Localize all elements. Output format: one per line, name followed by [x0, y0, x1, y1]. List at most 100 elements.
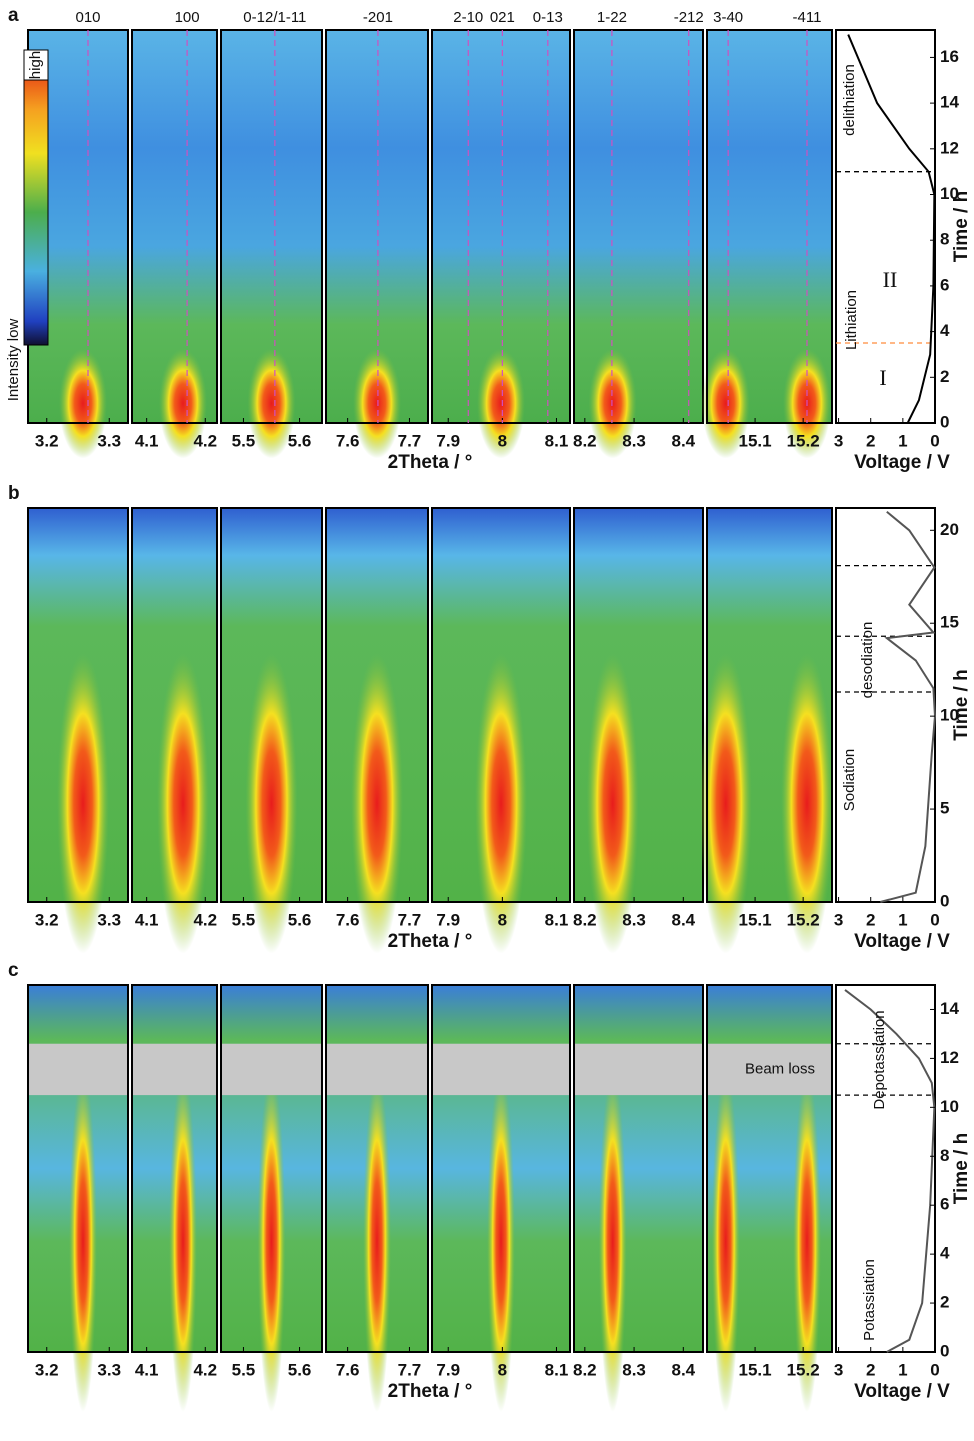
x-tick-label: 8.3	[622, 431, 646, 450]
x-tick-label: 7.6	[336, 1360, 360, 1379]
beam-loss-band	[132, 1043, 217, 1096]
beam-loss-band	[326, 1043, 428, 1096]
peak-label: 100	[175, 9, 200, 26]
panel-frame	[220, 29, 323, 424]
x-tick-label: 3.3	[97, 1360, 121, 1379]
panel-frame	[706, 984, 833, 1353]
intensity-spot	[351, 653, 403, 954]
x-tick-label: 1	[898, 431, 907, 450]
intensity-spot	[169, 1071, 197, 1412]
x-tick-label: 7.9	[436, 1360, 460, 1379]
x-tick-label: 7.6	[336, 431, 360, 450]
voltage-frame	[835, 984, 936, 1353]
panel-frame	[131, 29, 218, 424]
y-tick-label: 16	[940, 47, 959, 66]
peak-label: 0-12/1-11	[243, 9, 306, 26]
panel-frame	[573, 507, 704, 903]
panel-frame	[573, 29, 704, 424]
beam-loss-band	[432, 1043, 570, 1096]
x-tick-label: 7.7	[398, 1360, 422, 1379]
panel-frame	[131, 984, 218, 1353]
y-tick-label: 8	[940, 230, 949, 249]
x-tick-label: 15.1	[739, 1360, 772, 1379]
x-tick-label: 8.3	[622, 1360, 646, 1379]
intensity-spot	[598, 1071, 627, 1412]
x-tick-label: 5.5	[232, 431, 256, 450]
panel-letter: a	[8, 5, 19, 26]
annotation: Potassiation	[861, 1259, 878, 1341]
contour-panel	[701, 29, 833, 459]
panel-frame	[573, 984, 704, 1353]
peak-label: -212	[674, 9, 704, 26]
colorbar-cap	[23, 49, 49, 81]
y-axis-label: Time / h	[951, 191, 972, 262]
x-tick-label: 4.1	[135, 431, 159, 450]
peak-label: 0-13	[533, 9, 563, 26]
intensity-spot	[247, 348, 296, 459]
annotation: desodiation	[859, 622, 876, 699]
panel-frame	[27, 984, 129, 1353]
y-tick-label: 0	[940, 891, 949, 910]
intensity-spot	[57, 653, 109, 954]
x-tick-label: 4.2	[193, 1360, 217, 1379]
contour-panel	[706, 984, 833, 1412]
x-tick-label: 8	[498, 910, 507, 929]
x-axis-label: 2Theta / °	[388, 452, 473, 473]
x-tick-label: 7.7	[398, 431, 422, 450]
panel-frame	[131, 507, 218, 903]
x-tick-label: 3.3	[97, 431, 121, 450]
y-tick-label: 14	[940, 999, 959, 1018]
contour-panel	[131, 984, 218, 1412]
x-tick-label: 1	[898, 910, 907, 929]
intensity-spot	[353, 348, 401, 459]
x-tick-label: 5.6	[288, 910, 312, 929]
x-tick-label: 0	[930, 910, 939, 929]
x-tick-label: 4.1	[135, 1360, 159, 1379]
contour-panel	[27, 984, 129, 1412]
peak-label: -201	[363, 9, 393, 26]
contour-panel	[220, 29, 323, 459]
x-tick-label: 2	[866, 910, 875, 929]
x-tick-label: 8.2	[573, 910, 597, 929]
x-tick-label: 3	[834, 1360, 843, 1379]
x-tick-label: 7.7	[398, 910, 422, 929]
x-tick-label: 3	[834, 910, 843, 929]
y-tick-label: 2	[940, 1293, 949, 1312]
panel-frame	[220, 984, 323, 1353]
x-tick-label: 7.6	[336, 910, 360, 929]
colorbar	[23, 49, 49, 346]
y-tick-label: 10	[940, 706, 959, 725]
x-tick-label: 8	[498, 431, 507, 450]
panel-letter: b	[8, 483, 20, 504]
contour-panel	[27, 507, 129, 954]
contour-panel	[573, 507, 704, 954]
contour-panel	[699, 507, 833, 954]
x-axis-label: 2Theta / °	[388, 1381, 473, 1402]
intensity-spot	[487, 1071, 515, 1412]
x-tick-label: 3.2	[35, 431, 59, 450]
y-tick-label: 4	[940, 321, 950, 340]
y-tick-label: 12	[940, 138, 959, 157]
y-tick-label: 20	[940, 520, 959, 539]
intensity-spot	[245, 653, 298, 954]
y-tick-label: 8	[940, 1146, 949, 1165]
x-tick-label: 8.4	[671, 431, 695, 450]
y-tick-label: 0	[940, 1341, 949, 1360]
y-tick-label: 6	[940, 1195, 949, 1214]
x-axis-label: Voltage / V	[854, 931, 950, 952]
x-tick-label: 0	[930, 1360, 939, 1379]
x-tick-label: 15.1	[739, 431, 772, 450]
x-tick-label: 2	[866, 1360, 875, 1379]
colorbar-low: Intensity low	[5, 319, 22, 402]
beam-loss-band	[574, 1043, 703, 1096]
x-tick-label: 4.1	[135, 910, 159, 929]
intensity-spot	[781, 653, 833, 954]
x-tick-label: 8.2	[573, 1360, 597, 1379]
y-tick-label: 15	[940, 613, 959, 632]
y-tick-label: 10	[940, 1097, 959, 1116]
contour-panel	[431, 29, 571, 459]
x-tick-label: 15.2	[787, 431, 820, 450]
y-tick-label: 2	[940, 367, 949, 386]
peak-label: 1-22	[597, 9, 627, 26]
